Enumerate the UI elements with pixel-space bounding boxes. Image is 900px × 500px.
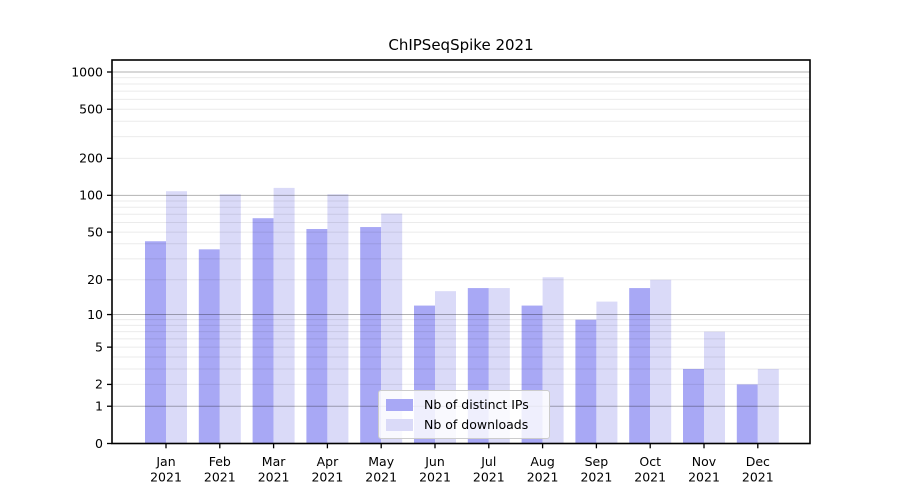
x-tick-label-month: Dec: [746, 454, 770, 469]
legend-label-distinct-ips: Nb of distinct IPs: [424, 397, 529, 412]
x-tick-label-month: Jun: [424, 454, 445, 469]
legend-swatch-distinct-ips: [386, 398, 413, 411]
legend-label-downloads: Nb of downloads: [424, 417, 529, 432]
bar-downloads-nov: [704, 331, 725, 444]
bar-distinct-ips-dec: [736, 384, 758, 444]
bar-distinct-ips-nov: [683, 368, 704, 444]
x-tick-label-month: Sep: [585, 454, 609, 469]
x-tick-label-year: 2021: [258, 470, 290, 485]
bar-downloads-mar: [273, 187, 295, 444]
legend: Nb of distinct IPs Nb of downloads: [378, 390, 550, 439]
y-tick-label: 1000: [71, 64, 103, 79]
bar-distinct-ips-mar: [252, 218, 274, 444]
bar-downloads-sep: [596, 301, 618, 444]
x-tick-label-month: May: [368, 454, 394, 469]
y-tick-label: 500: [79, 102, 103, 117]
x-tick-label-year: 2021: [311, 470, 343, 485]
x-tick-label-month: Aug: [530, 454, 554, 469]
y-tick-label: 50: [87, 224, 103, 239]
bar-downloads-dec: [757, 368, 779, 444]
x-tick-label-month: Nov: [692, 454, 717, 469]
x-tick-label-month: Mar: [262, 454, 286, 469]
x-tick-label-year: 2021: [419, 470, 451, 485]
bar-downloads-apr: [327, 194, 349, 444]
bar-distinct-ips-sep: [575, 319, 597, 444]
bar-downloads-oct: [650, 279, 672, 444]
x-tick-label-year: 2021: [365, 470, 397, 485]
y-tick-label: 1: [95, 399, 103, 414]
bar-downloads-feb: [219, 194, 241, 444]
legend-item-distinct-ips: Nb of distinct IPs: [386, 397, 540, 412]
bar-downloads-may: [381, 213, 403, 444]
x-tick-label-year: 2021: [527, 470, 559, 485]
x-tick-label-year: 2021: [204, 470, 236, 485]
y-tick-label: 20: [87, 272, 103, 287]
legend-item-downloads: Nb of downloads: [386, 417, 540, 432]
bar-downloads-jan: [166, 191, 187, 444]
legend-swatch-downloads: [386, 418, 413, 431]
x-tick-label-month: Feb: [209, 454, 231, 469]
x-tick-label-year: 2021: [688, 470, 720, 485]
x-tick-label-month: Jul: [480, 454, 496, 469]
x-tick-label-year: 2021: [742, 470, 774, 485]
y-tick-label: 100: [79, 188, 103, 203]
plot-border: [111, 59, 811, 445]
x-tick-label-year: 2021: [150, 470, 182, 485]
x-tick-label-month: Jan: [155, 454, 175, 469]
bar-distinct-ips-feb: [198, 249, 220, 444]
x-tick-label-year: 2021: [473, 470, 505, 485]
x-tick-label-month: Apr: [317, 454, 339, 469]
x-tick-label-month: Oct: [639, 454, 661, 469]
chart-title: ChIPSeqSpike 2021: [388, 36, 534, 54]
y-tick-label: 0: [95, 436, 103, 451]
y-tick-label: 200: [79, 151, 103, 166]
y-tick-label: 2: [95, 377, 103, 392]
bar-distinct-ips-may: [360, 227, 382, 444]
y-tick-label: 5: [95, 339, 103, 354]
bar-distinct-ips-oct: [629, 288, 651, 444]
y-tick-label: 10: [87, 307, 103, 322]
bar-distinct-ips-jan: [145, 241, 166, 444]
x-tick-label-year: 2021: [580, 470, 612, 485]
x-tick-label-year: 2021: [634, 470, 666, 485]
bar-distinct-ips-apr: [306, 229, 328, 444]
